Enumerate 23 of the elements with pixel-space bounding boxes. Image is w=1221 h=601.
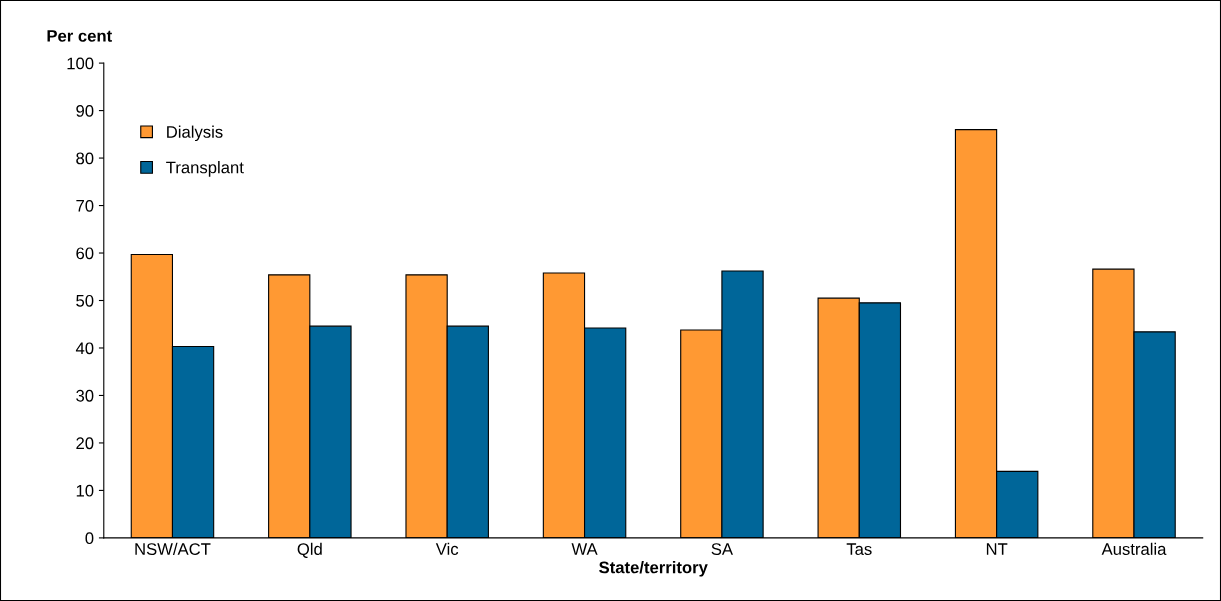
y-tick-label: 50 — [76, 294, 94, 307]
x-tick-label: Australia — [1101, 542, 1167, 555]
y-tick-label: 20 — [76, 437, 94, 450]
x-tick-label: Tas — [846, 543, 872, 555]
x-tick-label: Vic — [435, 542, 459, 555]
x-tick-label: Qld — [297, 542, 322, 558]
y-tick-label: 80 — [76, 152, 94, 165]
y-tick-label: 0 — [85, 532, 94, 545]
x-tick-label: NT — [986, 543, 1008, 555]
x-tick-label: WA — [571, 543, 598, 555]
y-tick-label: 90 — [76, 104, 94, 117]
y-tick-label: 100 — [67, 57, 94, 70]
y-tick-label: 10 — [76, 484, 94, 497]
y-tick-label: 70 — [76, 199, 94, 212]
x-tick-label: NSW/ACT — [135, 542, 211, 555]
legend-label: Transplant — [166, 161, 244, 177]
legend-label: Dialysis — [167, 125, 223, 142]
x-axis-title: State/territory — [599, 561, 708, 577]
y-axis-title: Per cent — [47, 30, 112, 42]
x-tick-label: SA — [711, 543, 733, 555]
y-tick-label: 60 — [76, 247, 94, 260]
y-tick-label: 40 — [75, 342, 94, 355]
y-tick-label: 30 — [76, 389, 94, 402]
